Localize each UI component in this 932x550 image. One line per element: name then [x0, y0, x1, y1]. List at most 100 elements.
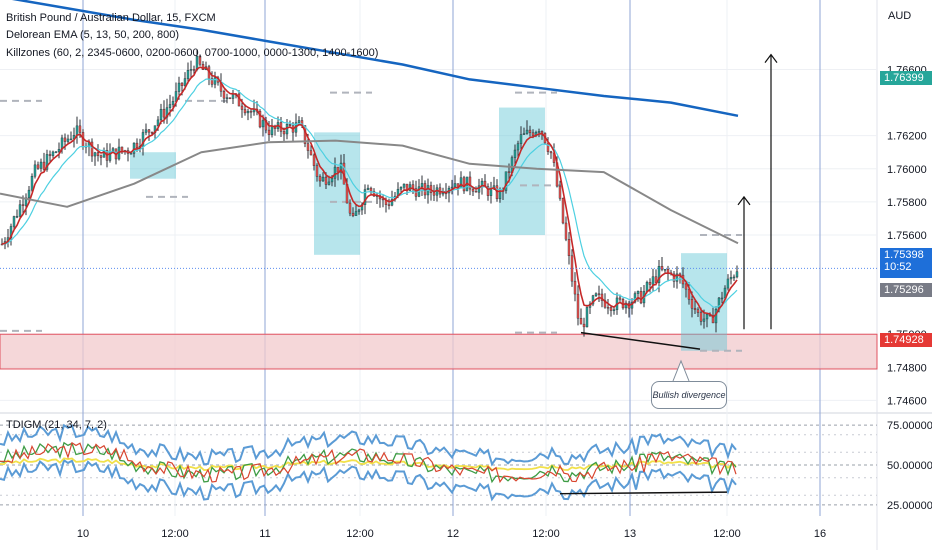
candle-body: [90, 141, 94, 157]
candle-body: [690, 299, 694, 309]
candle-body: [732, 276, 736, 279]
candle-body: [657, 266, 661, 283]
candle-body: [318, 176, 322, 182]
candle-body: [597, 293, 601, 295]
ema-short-line: [1, 66, 738, 318]
candle-body: [705, 313, 709, 320]
candle-body: [78, 125, 82, 133]
ema-800-line: [11, 0, 739, 118]
candle-body: [240, 105, 244, 110]
candle-body: [183, 78, 187, 86]
candle-body: [201, 64, 205, 71]
candle-body: [159, 108, 163, 121]
x-tick-label: 12:00: [161, 528, 189, 540]
candle-body: [222, 91, 226, 99]
candle-body: [144, 129, 148, 133]
candle-body: [354, 211, 358, 216]
candle-body: [351, 212, 355, 216]
target-arrow-head: [764, 53, 778, 63]
candle-body: [399, 187, 403, 190]
candle-body: [93, 152, 97, 157]
x-tick-label: 12:00: [346, 528, 374, 540]
candle-body: [720, 297, 724, 300]
indicator-legend: TDIGM (21, 34, 7, 2): [6, 419, 107, 431]
indicator-lower-band: [0, 458, 737, 502]
candle-body: [672, 273, 676, 282]
candle-body: [228, 97, 232, 99]
candle-body: [141, 132, 145, 147]
candle-body: [660, 266, 664, 270]
candle-body: [186, 70, 190, 79]
candle-body: [585, 307, 589, 328]
candle-body: [471, 188, 475, 192]
candle-body: [132, 142, 136, 154]
ema-short-price-label: 1.75296: [880, 283, 932, 297]
candle-body: [57, 149, 61, 153]
candle-body: [381, 198, 385, 201]
y-tick-label: 1.76200: [887, 131, 927, 143]
candle-body: [561, 198, 565, 224]
candle-body: [66, 138, 70, 142]
candle-body: [120, 146, 124, 152]
candle-body: [549, 151, 553, 154]
candle-body: [231, 94, 235, 99]
candle-body: [579, 318, 583, 325]
candle-body: [624, 302, 628, 309]
candle-body: [192, 69, 196, 71]
x-tick-label: 12:00: [532, 528, 560, 540]
candle-body: [261, 120, 265, 128]
candle-body: [420, 183, 424, 187]
x-tick-label: 12:00: [713, 528, 741, 540]
candle-body: [69, 138, 73, 141]
candle-body: [297, 120, 301, 123]
killzone-box: [314, 132, 360, 255]
candle-body: [675, 273, 679, 282]
candle-body: [639, 291, 643, 304]
candle-body: [288, 124, 292, 126]
candle-body: [51, 151, 55, 156]
candle-body: [609, 307, 613, 311]
candle-body: [474, 191, 478, 193]
candle-body: [99, 155, 103, 158]
indicator-rsi-line: [0, 441, 737, 484]
candle-body: [96, 152, 100, 156]
candle-body: [327, 181, 331, 185]
candle-body: [531, 132, 535, 136]
y-tick-label: 1.74600: [887, 395, 927, 407]
y-tick-label: 1.75600: [887, 230, 927, 242]
candle-body: [336, 166, 340, 173]
candle-body: [666, 269, 670, 274]
candle-body: [645, 282, 649, 292]
candle-body: [135, 142, 139, 148]
candle-body: [366, 187, 370, 190]
candle-body: [177, 82, 181, 92]
divergence-line-price: [580, 331, 701, 350]
candle-body: [564, 222, 568, 240]
bullish-divergence-callout: Bullish divergence: [651, 381, 727, 409]
candle-body: [525, 129, 529, 134]
candle-body: [696, 309, 700, 313]
candle-body: [45, 154, 49, 170]
candle-body: [495, 185, 499, 200]
candle-body: [36, 164, 40, 169]
callout-pointer: [672, 359, 690, 382]
ema-legend: Delorean EMA (5, 13, 50, 200, 800): [6, 29, 180, 41]
candle-body: [387, 204, 391, 206]
candle-body: [633, 293, 637, 303]
candle-body: [513, 149, 517, 158]
candle-body: [504, 171, 508, 191]
candle-body: [468, 176, 472, 190]
candle-body: [246, 110, 250, 114]
candle-body: [33, 164, 37, 177]
candle-body: [540, 131, 544, 134]
candle-body: [315, 165, 319, 177]
target-arrow-head: [737, 195, 751, 206]
candle-body: [258, 110, 262, 128]
candle-body: [321, 176, 325, 182]
candle-body: [309, 150, 313, 156]
candle-body: [606, 306, 610, 309]
y-tick-label: 1.74800: [887, 362, 927, 374]
candle-body: [189, 69, 193, 71]
